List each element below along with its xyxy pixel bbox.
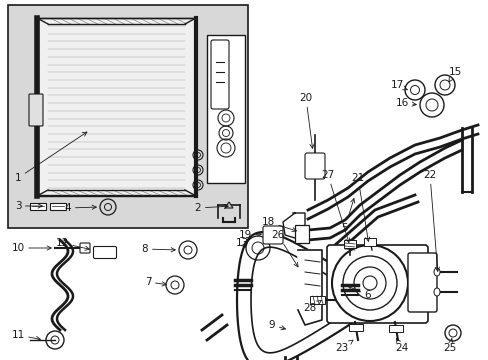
- Text: 6: 6: [347, 286, 370, 300]
- Polygon shape: [224, 202, 232, 208]
- Bar: [343, 240, 355, 248]
- Text: 23: 23: [335, 340, 352, 353]
- FancyBboxPatch shape: [305, 153, 325, 179]
- Polygon shape: [297, 250, 321, 325]
- Bar: [50, 203, 66, 210]
- FancyBboxPatch shape: [210, 40, 228, 109]
- Text: 10: 10: [11, 243, 51, 253]
- Bar: [309, 296, 325, 304]
- Bar: [8, 5, 247, 228]
- Text: 24: 24: [395, 339, 408, 353]
- Bar: [348, 324, 362, 331]
- Text: 7: 7: [144, 277, 166, 287]
- Text: 21: 21: [351, 173, 369, 241]
- Text: 17: 17: [389, 80, 407, 90]
- Text: 28: 28: [303, 301, 321, 313]
- FancyBboxPatch shape: [29, 94, 43, 126]
- FancyBboxPatch shape: [326, 245, 427, 323]
- Ellipse shape: [433, 268, 439, 276]
- Text: 4: 4: [64, 203, 96, 213]
- Text: 18: 18: [261, 217, 296, 231]
- Text: 26: 26: [271, 230, 297, 267]
- Ellipse shape: [433, 288, 439, 296]
- Text: 12: 12: [55, 238, 89, 250]
- Bar: [294, 225, 308, 243]
- Bar: [388, 325, 402, 332]
- Bar: [206, 35, 244, 183]
- Text: 16: 16: [395, 98, 415, 108]
- Text: 5: 5: [341, 199, 354, 233]
- Bar: [30, 203, 46, 210]
- Text: 11: 11: [11, 330, 41, 341]
- Polygon shape: [38, 18, 195, 195]
- Text: 2: 2: [194, 203, 228, 213]
- Text: 22: 22: [423, 170, 439, 271]
- Text: 9: 9: [268, 320, 285, 330]
- FancyBboxPatch shape: [93, 247, 116, 258]
- Text: 27: 27: [321, 170, 349, 242]
- Text: 1: 1: [15, 132, 87, 183]
- Text: 19: 19: [238, 230, 261, 240]
- Text: 8: 8: [142, 244, 175, 254]
- Text: 15: 15: [447, 67, 461, 82]
- Text: 25: 25: [443, 339, 456, 353]
- FancyBboxPatch shape: [263, 226, 283, 244]
- Text: 20: 20: [299, 93, 313, 148]
- Text: 3: 3: [15, 201, 42, 211]
- FancyBboxPatch shape: [407, 253, 436, 312]
- FancyBboxPatch shape: [80, 243, 90, 253]
- Text: 13: 13: [235, 238, 248, 248]
- Bar: [363, 238, 375, 246]
